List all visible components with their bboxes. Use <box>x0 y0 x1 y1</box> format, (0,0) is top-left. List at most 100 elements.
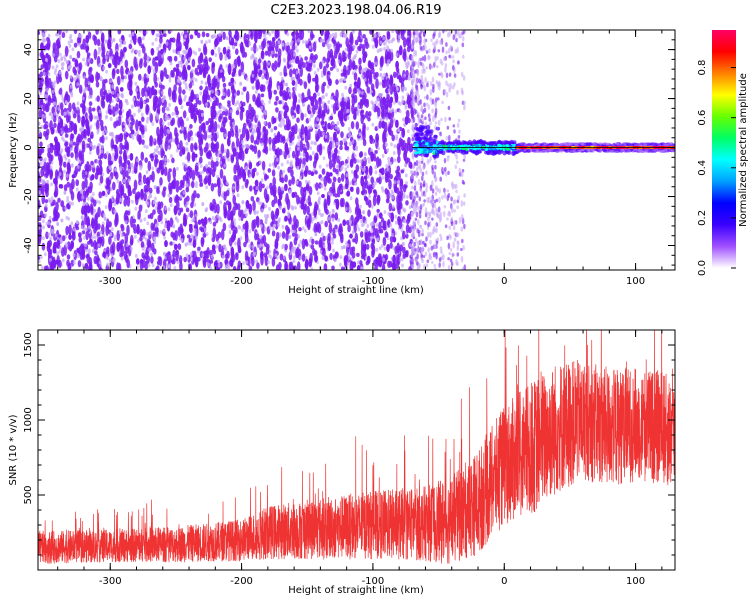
spectrogram-cell <box>214 53 218 58</box>
spectrogram-cell <box>55 64 59 69</box>
spectrogram-cell <box>61 136 64 141</box>
spectrogram-cell <box>217 46 221 51</box>
spectrogram-cell <box>182 190 186 195</box>
spectrogram-cell <box>39 148 43 156</box>
spectrogram-cell <box>78 84 83 94</box>
spectrogram-cell <box>56 239 60 249</box>
spectrogram-cell <box>306 63 310 72</box>
spectrogram-cell <box>101 99 106 109</box>
spectrogram-cell <box>157 214 161 223</box>
spectrogram-cell <box>292 68 297 75</box>
spectrogram-cell <box>199 91 203 96</box>
spectrogram-cell <box>86 196 90 201</box>
spectrogram-cell <box>167 264 171 269</box>
spectrogram-cell <box>340 266 345 270</box>
spectrogram-cell <box>198 47 201 52</box>
spectrogram-cell <box>336 121 340 126</box>
spectrogram-cell <box>146 74 149 79</box>
spectrogram-cell <box>227 131 232 139</box>
spectrogram-cell <box>291 80 296 86</box>
spectrogram-cell <box>194 235 198 240</box>
spectrogram-cell <box>199 52 204 62</box>
spectrogram-cell <box>204 81 208 86</box>
spectrogram-cell <box>199 164 203 168</box>
spectrogram-cell <box>278 261 282 270</box>
spectrogram-cell <box>230 219 235 231</box>
spectrogram-cell <box>263 242 268 248</box>
spectrogram-cell <box>296 194 300 205</box>
spectrogram-cell <box>84 243 87 247</box>
spectrogram-cell <box>60 57 63 62</box>
spectrogram-cell <box>318 164 322 169</box>
spectrogram-cell <box>240 107 245 113</box>
spectrogram-cell <box>97 206 101 218</box>
spectrogram-cell <box>155 112 159 117</box>
spectrogram-cell <box>346 115 350 120</box>
spectrogram-cell <box>279 71 283 76</box>
spectrogram-cell <box>200 80 204 85</box>
spectrogram-cell <box>364 228 368 233</box>
spectrogram-cell <box>123 122 127 127</box>
spectrogram-cell <box>229 109 233 114</box>
spectrogram-cell <box>166 220 171 232</box>
spectrogram-cell <box>312 41 317 52</box>
spectrogram-cell <box>174 127 178 138</box>
spectrogram-cell <box>134 253 138 258</box>
spectrogram-cell <box>190 142 194 153</box>
spectrogram-cell <box>57 106 61 111</box>
spectrogram-cell <box>292 259 296 264</box>
spectrogram-cell <box>131 48 135 53</box>
spectrogram-cell <box>325 163 329 168</box>
spectrogram-cell <box>65 243 69 248</box>
spectrogram-cell <box>367 209 371 217</box>
spectrogram-cell <box>225 64 229 69</box>
spectrogram-cell <box>200 237 205 245</box>
spectrogram-cell <box>191 58 196 68</box>
spectrogram-cell <box>209 259 214 264</box>
spectrogram-cell <box>387 126 392 133</box>
spectrogram-cell <box>224 253 229 260</box>
spectrogram-cell <box>401 127 406 138</box>
spectrogram-cell <box>308 155 313 162</box>
spectrogram-cell <box>140 188 144 200</box>
spectrogram-cell <box>395 136 398 141</box>
spectrogram-cell <box>406 194 409 199</box>
spectrogram-cell <box>76 50 81 59</box>
spectrogram-cell <box>205 102 208 107</box>
spectrogram-cell <box>355 164 360 173</box>
spectrogram-cell <box>352 87 357 95</box>
spectrogram-cell <box>176 32 181 44</box>
spectrogram-cell <box>102 131 105 136</box>
spectrogram-cell <box>49 165 53 170</box>
spectrogram-cell <box>316 117 319 122</box>
spectrogram-cell <box>350 121 355 130</box>
spectrogram-cell <box>244 148 249 154</box>
spectrogram-cell <box>76 82 80 87</box>
spectrogram-cell <box>322 65 327 76</box>
spectrogram-cell <box>281 224 285 229</box>
spectrogram-cell <box>255 215 260 226</box>
spectrogram-cell <box>259 219 264 226</box>
spectrogram-cell <box>178 185 183 191</box>
spectrogram-cell <box>108 165 112 170</box>
spectrogram-cell <box>146 55 150 60</box>
spectrogram-cell <box>405 64 409 69</box>
spectrogram-cell <box>216 203 220 214</box>
spectrogram-cell <box>268 136 272 145</box>
spectrogram-cell <box>400 78 405 84</box>
spectrogram-cell <box>129 70 133 75</box>
spectrogram-cell <box>321 131 325 136</box>
spectrogram-cell <box>379 212 383 219</box>
spectrogram-cell <box>156 188 160 194</box>
spectrogram-cell <box>392 151 396 155</box>
spectrogram-cell <box>61 258 65 263</box>
spectrogram-cell <box>207 262 210 267</box>
spectrogram-cell <box>250 196 255 202</box>
spectrogram-cell <box>389 173 394 180</box>
spectrogram-cell <box>328 211 332 216</box>
spectrogram-cell <box>98 236 103 244</box>
spectrogram-cell <box>168 196 173 204</box>
spectrogram-cell <box>329 34 332 39</box>
spectrogram-cell <box>144 188 149 193</box>
spectrogram-cell <box>307 88 311 100</box>
